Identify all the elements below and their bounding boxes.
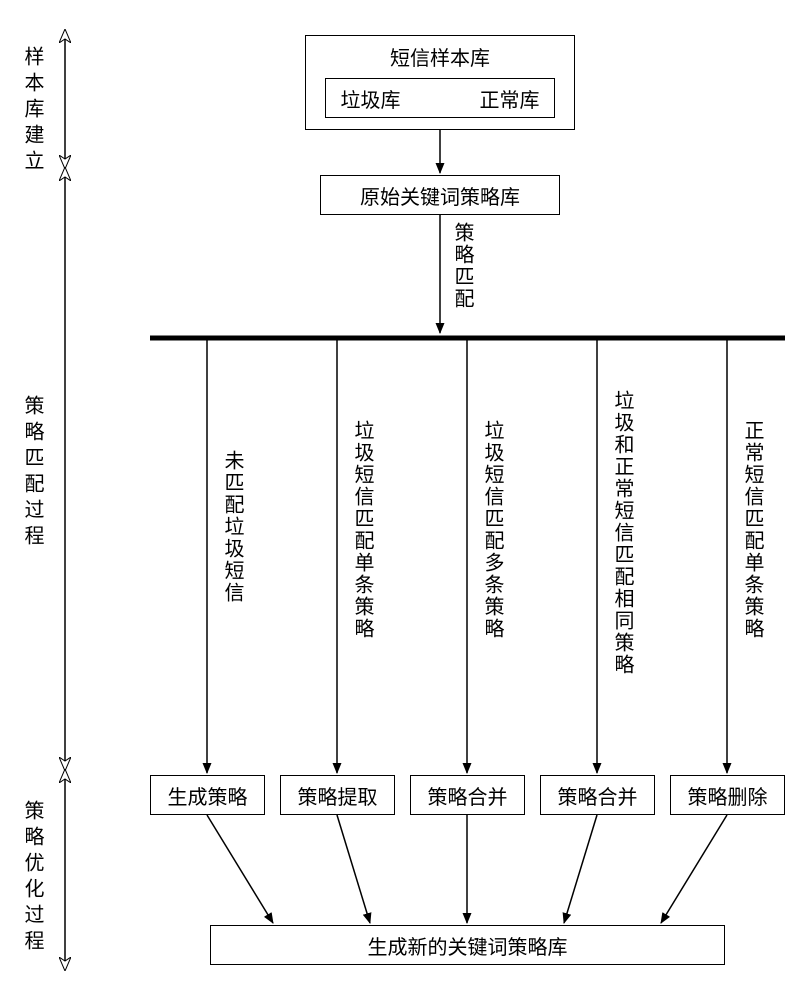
diagram-svg <box>0 0 800 1000</box>
